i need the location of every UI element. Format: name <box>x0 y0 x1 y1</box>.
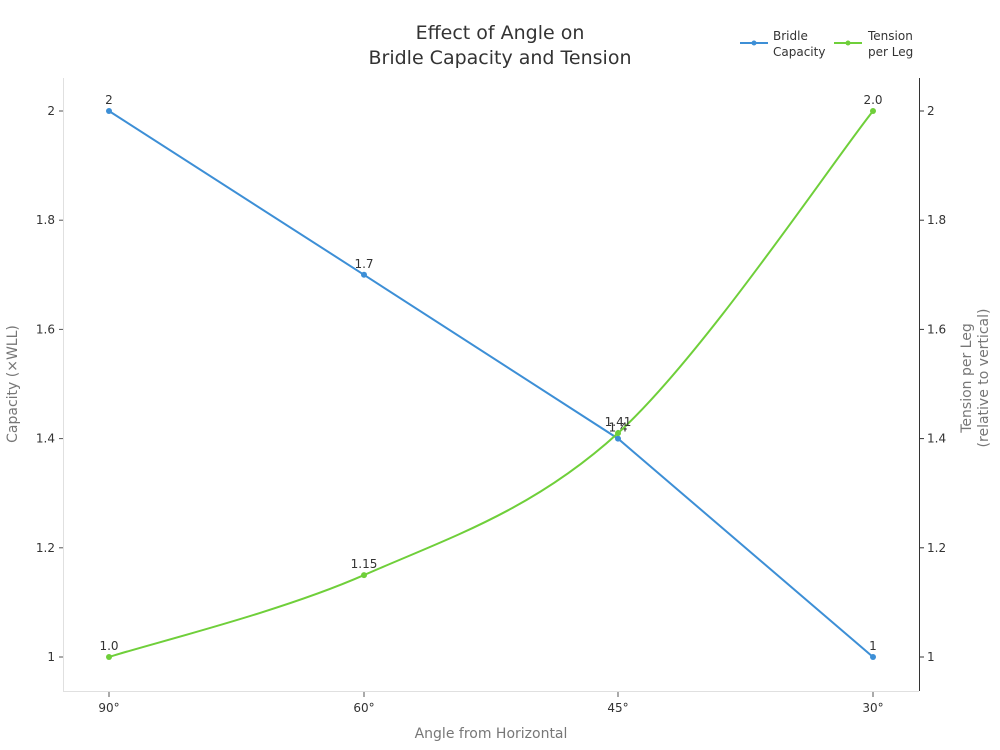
legend-label-line-1: Bridle <box>773 29 808 43</box>
series-bridle-capacity: 21.71.41 <box>105 93 877 660</box>
right-y-tick-label: 1 <box>927 650 935 664</box>
data-label: 2.0 <box>863 93 882 107</box>
x-axis-ticks: 90° 60° 45° 30° <box>98 692 884 715</box>
x-tick-label: 30° <box>862 701 883 715</box>
data-point-marker-icon[interactable] <box>615 435 621 442</box>
chart-title-line-1: Effect of Angle on <box>416 22 585 44</box>
series-line <box>108 110 874 658</box>
data-point-marker-icon[interactable] <box>106 654 112 660</box>
series-line <box>108 110 874 658</box>
left-y-tick-label: 2 <box>47 104 55 118</box>
left-y-tick-label: 1.4 <box>36 432 55 446</box>
right-y-axis-ticks: 1 1.2 1.4 1.6 1.8 2 <box>920 104 946 664</box>
right-y-tick-label: 2 <box>927 104 935 118</box>
left-y-tick-label: 1.8 <box>36 213 55 227</box>
series-tension-per-leg: 1.01.151.412.0 <box>99 93 883 660</box>
left-y-axis-label: Capacity (×WLL) <box>5 325 21 443</box>
left-y-axis-ticks: 1 1.2 1.4 1.6 1.8 2 <box>36 104 63 664</box>
data-point-marker-icon[interactable] <box>361 572 367 579</box>
left-y-tick-label: 1.2 <box>36 541 55 555</box>
data-label: 1 <box>869 639 877 653</box>
x-tick-label: 60° <box>353 701 374 715</box>
left-y-tick-label: 1.6 <box>36 322 55 336</box>
data-point-marker-icon[interactable] <box>615 430 621 437</box>
x-tick-label: 90° <box>98 701 119 715</box>
right-y-tick-label: 1.8 <box>927 213 946 227</box>
data-label: 1.41 <box>605 415 632 429</box>
right-y-axis-label-line-1: Tension per Leg <box>959 323 975 434</box>
data-point-marker-icon[interactable] <box>870 108 876 114</box>
x-axis-label: Angle from Horizontal <box>415 726 568 742</box>
legend-marker-icon <box>751 40 757 46</box>
left-y-tick-label: 1 <box>47 650 55 664</box>
legend-item-bridle-capacity[interactable]: Bridle Capacity <box>740 29 825 59</box>
legend-label-line-2: Capacity <box>773 45 825 59</box>
legend-label-line-2: per Leg <box>868 45 913 59</box>
series-layer: 21.71.411.01.151.412.0 <box>99 93 883 660</box>
legend: Bridle Capacity Tension per Leg <box>740 29 913 59</box>
data-label: 1.15 <box>351 557 378 571</box>
legend-marker-icon <box>845 40 851 46</box>
data-point-marker-icon[interactable] <box>106 108 112 114</box>
data-label: 2 <box>105 93 113 107</box>
right-y-tick-label: 1.6 <box>927 322 946 336</box>
data-point-marker-icon[interactable] <box>361 271 367 278</box>
legend-label-line-1: Tension <box>867 29 913 43</box>
legend-item-tension-per-leg[interactable]: Tension per Leg <box>834 29 913 59</box>
chart-title-line-2: Bridle Capacity and Tension <box>368 47 631 69</box>
x-tick-label: 45° <box>607 701 628 715</box>
data-point-marker-icon[interactable] <box>870 654 876 660</box>
data-label: 1.0 <box>99 639 118 653</box>
data-label: 1.7 <box>354 257 373 271</box>
data-label: 1.4 <box>608 421 627 435</box>
right-y-tick-label: 1.4 <box>927 432 946 446</box>
right-y-tick-label: 1.2 <box>927 541 946 555</box>
right-y-axis-label-line-2: (relative to vertical) <box>976 309 992 448</box>
